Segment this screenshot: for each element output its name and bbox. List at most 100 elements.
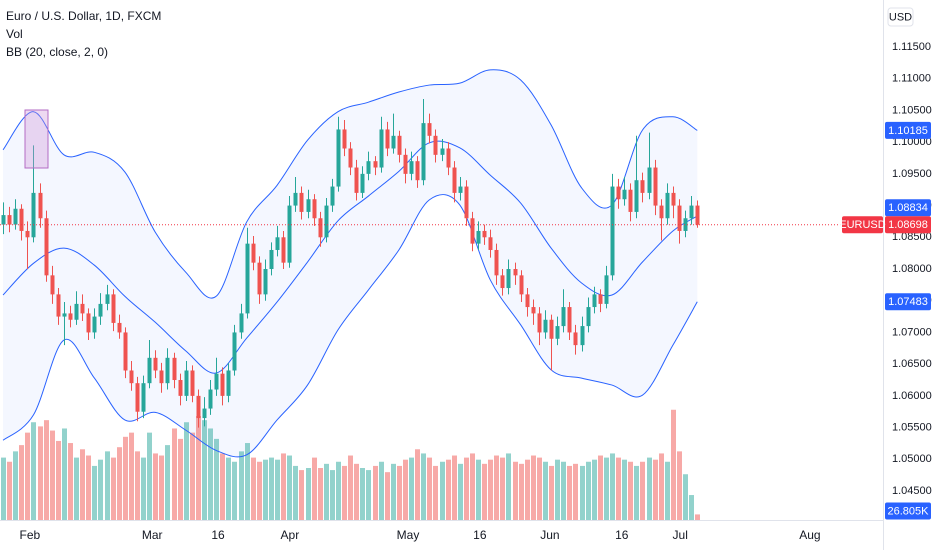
candle-body [470,218,475,244]
volume-bar [275,459,280,520]
volume-bar [677,451,682,520]
volume-bar [44,420,49,520]
volume-bar [427,457,432,520]
candle-body [671,192,676,206]
volume-bar [129,432,134,520]
volume-bar [634,465,639,520]
highlight-box[interactable] [24,109,49,169]
band-line-upper [2,69,698,299]
volume-bar [586,461,591,520]
price-tag [885,293,931,311]
candle-body [622,189,627,200]
volume-bar [147,432,152,520]
candle-body [458,186,463,193]
candle-body [659,205,664,219]
y-tick-label: 1.06500 [892,358,932,370]
volume-bar [281,453,286,520]
volume-bar [598,455,603,520]
volume-bar [659,453,664,520]
candle-body [628,189,633,212]
band-fill [3,69,698,457]
candle-body [86,313,91,333]
volume-bar [190,432,195,520]
x-tick-label: Jul [673,528,688,542]
volume-bar [567,465,572,520]
x-tick-label: Apr [281,528,300,542]
candle-body [232,332,237,371]
volume-bar [573,463,578,520]
candle-layer [1,99,700,428]
candle-body [1,215,6,225]
volume-bar [610,453,615,520]
candle-body [287,205,292,263]
volume-bar [671,409,676,520]
volume-bar [409,457,414,520]
volume-bar [31,422,36,520]
candle-body [111,294,116,323]
volume-bar [500,457,505,520]
candle-body [415,161,420,181]
volume-bar [38,426,43,520]
candle-body [385,129,390,149]
candle-body [172,357,177,381]
indicator-label[interactable]: Vol [6,27,23,41]
candle-body [665,192,670,219]
candle-body [683,218,688,231]
candle-body [7,215,12,225]
candle-body [31,192,36,238]
candle-body [494,249,499,276]
y-tick-label: 1.08000 [892,263,932,275]
volume-bar [50,430,55,520]
volume-bar [239,451,244,520]
candle-body [561,307,566,327]
candle-body [427,123,432,136]
candle-body [239,313,244,333]
volume-bar [458,463,463,520]
candle-body [366,161,371,174]
volume-bar [56,440,61,520]
candle-body [178,380,183,396]
candle-body [586,307,591,327]
volume-bar [159,455,164,520]
volume-bar [640,461,645,520]
volume-bar [318,468,323,520]
volume-bar [464,457,469,520]
candle-body [214,373,219,390]
candle-body [190,370,195,396]
volume-bar [689,495,694,520]
volume-bar [336,461,341,520]
candle-body [531,307,536,314]
volume-bar [604,457,609,520]
volume-bar [117,447,122,520]
x-tick-label: Aug [799,528,820,542]
indicator-label[interactable]: BB (20, close, 2, 0) [6,45,108,59]
price-tag [885,199,931,217]
y-tick-label: 1.11500 [892,41,931,53]
candle-body [269,249,274,270]
volume-bar [299,470,304,520]
candle-body [19,208,24,231]
candle-body [92,316,97,333]
x-tick-label: 16 [211,528,225,542]
volume-bar [366,470,371,520]
volume-bar [391,463,396,520]
candle-body [647,167,652,193]
candle-body [38,192,43,219]
currency-button[interactable] [887,7,914,27]
price-tag-label: 1.07483 [888,296,928,308]
volume-bar [403,459,408,520]
candle-body [299,192,304,212]
volume-bar [580,465,585,520]
band-line-basis [2,140,698,374]
band-layer [2,69,698,458]
candle-body [220,373,225,396]
volume-bar [452,455,457,520]
volume-bar [488,459,493,520]
volume-bar [80,449,85,520]
price-tag-label: 1.08834 [888,202,928,214]
candle-body [184,370,189,396]
candle-body [208,389,213,409]
candle-body [409,161,414,174]
candle-body [525,294,530,308]
